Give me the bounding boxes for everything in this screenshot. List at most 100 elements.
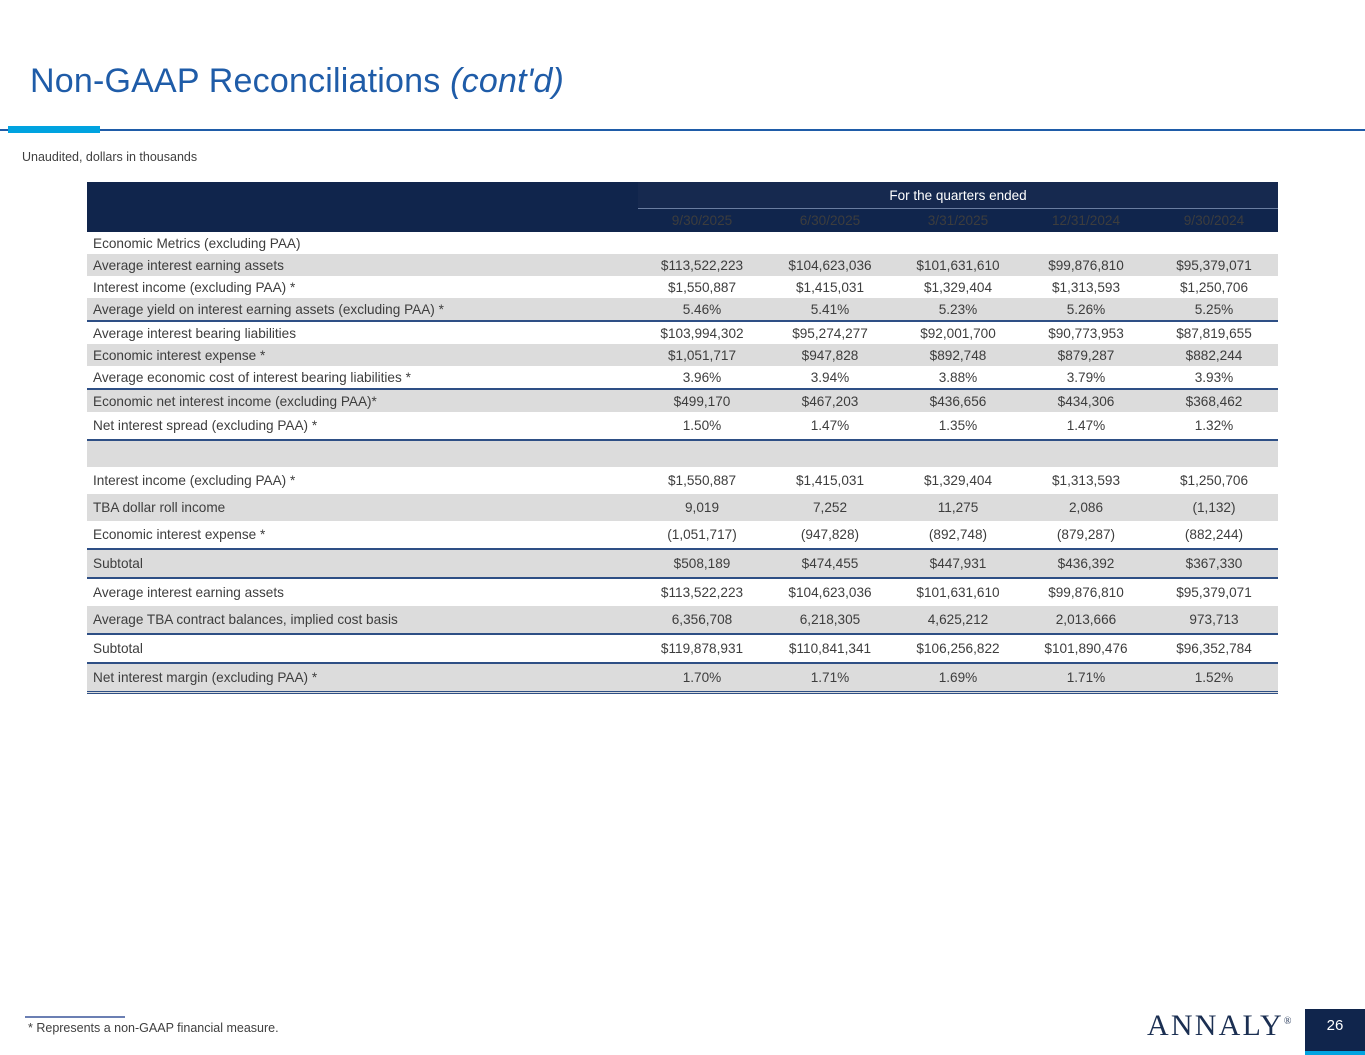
table-spacer-row	[87, 440, 1278, 467]
row-value: 2,086	[1022, 494, 1150, 521]
table-row: Average interest earning assets $113,522…	[87, 578, 1278, 606]
row-value: $474,455	[766, 549, 894, 579]
row-label: Average interest earning assets	[87, 578, 638, 606]
title-divider-line	[0, 129, 1365, 131]
row-value: $96,352,784	[1150, 634, 1278, 664]
reconciliation-table: For the quarters ended 9/30/2025 6/30/20…	[87, 182, 1278, 694]
row-value	[766, 440, 894, 467]
table-row: Economic net interest income (excluding …	[87, 389, 1278, 412]
table-row: Economic Metrics (excluding PAA)	[87, 232, 1278, 254]
row-value: $87,819,655	[1150, 321, 1278, 344]
row-label: Economic net interest income (excluding …	[87, 389, 638, 412]
row-value: $1,051,717	[638, 344, 766, 366]
row-value	[1150, 440, 1278, 467]
table-row-subtotal: Subtotal $119,878,931 $110,841,341 $106,…	[87, 634, 1278, 664]
table-body: Economic Metrics (excluding PAA) Average…	[87, 232, 1278, 694]
row-value: $436,656	[894, 389, 1022, 412]
row-value: $104,623,036	[766, 578, 894, 606]
row-value: $1,313,593	[1022, 276, 1150, 298]
row-value: $103,994,302	[638, 321, 766, 344]
column-header-4: 9/30/2024	[1150, 208, 1278, 232]
table-row: Economic interest expense * (1,051,717) …	[87, 521, 1278, 550]
row-label: Net interest margin (excluding PAA) *	[87, 663, 638, 694]
table-row: Average TBA contract balances, implied c…	[87, 606, 1278, 635]
row-value: 1.71%	[1022, 663, 1150, 694]
row-value: $367,330	[1150, 549, 1278, 579]
row-value: $101,631,610	[894, 254, 1022, 276]
table-header-group-row: For the quarters ended	[87, 182, 1278, 209]
row-value: 5.25%	[1150, 298, 1278, 322]
row-value: (882,244)	[1150, 521, 1278, 550]
row-value: 1.50%	[638, 412, 766, 441]
row-label: Subtotal	[87, 634, 638, 664]
row-value: 3.94%	[766, 366, 894, 390]
title-divider	[0, 126, 1365, 134]
row-value: $882,244	[1150, 344, 1278, 366]
row-value: 1.32%	[1150, 412, 1278, 441]
row-value: $113,522,223	[638, 578, 766, 606]
registered-trademark-icon: ®	[1283, 1016, 1292, 1027]
row-value	[1022, 440, 1150, 467]
annaly-logo-text: ANNALY	[1147, 1009, 1284, 1042]
row-label: Net interest spread (excluding PAA) *	[87, 412, 638, 441]
row-value: $101,631,610	[894, 578, 1022, 606]
row-value: 3.96%	[638, 366, 766, 390]
annaly-logo: ANNALY®	[1147, 1009, 1291, 1043]
subtitle: Unaudited, dollars in thousands	[22, 150, 198, 164]
row-value	[638, 440, 766, 467]
footnote: * Represents a non-GAAP financial measur…	[28, 1021, 279, 1035]
page-title-main: Non-GAAP Reconciliations	[30, 62, 451, 100]
row-label: Interest income (excluding PAA) *	[87, 467, 638, 494]
row-value: 973,713	[1150, 606, 1278, 635]
table-row: Average economic cost of interest bearin…	[87, 366, 1278, 390]
table-row: Average yield on interest earning assets…	[87, 298, 1278, 322]
footnote-divider	[25, 1016, 125, 1018]
row-label: TBA dollar roll income	[87, 494, 638, 521]
page-title-continued: (cont'd)	[450, 62, 565, 100]
row-value	[638, 232, 766, 254]
row-value: 3.79%	[1022, 366, 1150, 390]
row-label: Average TBA contract balances, implied c…	[87, 606, 638, 635]
row-value	[1150, 232, 1278, 254]
column-header-2: 3/31/2025	[894, 208, 1022, 232]
row-value: $119,878,931	[638, 634, 766, 664]
row-value: 3.93%	[1150, 366, 1278, 390]
column-header-1: 6/30/2025	[766, 208, 894, 232]
row-value: $368,462	[1150, 389, 1278, 412]
row-value: $947,828	[766, 344, 894, 366]
row-value: 1.69%	[894, 663, 1022, 694]
row-value: 5.23%	[894, 298, 1022, 322]
row-value: $95,274,277	[766, 321, 894, 344]
row-value: 7,252	[766, 494, 894, 521]
row-value	[766, 232, 894, 254]
row-value: $447,931	[894, 549, 1022, 579]
table-header-dates-row: 9/30/2025 6/30/2025 3/31/2025 12/31/2024…	[87, 208, 1278, 232]
row-label: Average interest earning assets	[87, 254, 638, 276]
row-value: 6,356,708	[638, 606, 766, 635]
table-row-subtotal: Subtotal $508,189 $474,455 $447,931 $436…	[87, 549, 1278, 579]
row-value: $499,170	[638, 389, 766, 412]
row-value: $1,415,031	[766, 276, 894, 298]
row-value: $1,313,593	[1022, 467, 1150, 494]
row-value: $1,329,404	[894, 467, 1022, 494]
page-badge-accent	[1305, 1051, 1365, 1055]
row-value: $92,001,700	[894, 321, 1022, 344]
row-value	[894, 440, 1022, 467]
row-value: $104,623,036	[766, 254, 894, 276]
row-value: 4,625,212	[894, 606, 1022, 635]
row-value: $1,550,887	[638, 276, 766, 298]
title-divider-accent	[8, 126, 100, 133]
table-row: Average interest bearing liabilities $10…	[87, 321, 1278, 344]
row-value: 9,019	[638, 494, 766, 521]
row-value: 1.35%	[894, 412, 1022, 441]
row-value: 1.47%	[1022, 412, 1150, 441]
table-header: For the quarters ended 9/30/2025 6/30/20…	[87, 182, 1278, 232]
row-value: $508,189	[638, 549, 766, 579]
row-value: $436,392	[1022, 549, 1150, 579]
column-header-0: 9/30/2025	[638, 208, 766, 232]
row-label	[87, 440, 638, 467]
row-value: $90,773,953	[1022, 321, 1150, 344]
row-value: 1.47%	[766, 412, 894, 441]
page-number: 26	[1326, 1017, 1344, 1034]
row-label: Subtotal	[87, 549, 638, 579]
